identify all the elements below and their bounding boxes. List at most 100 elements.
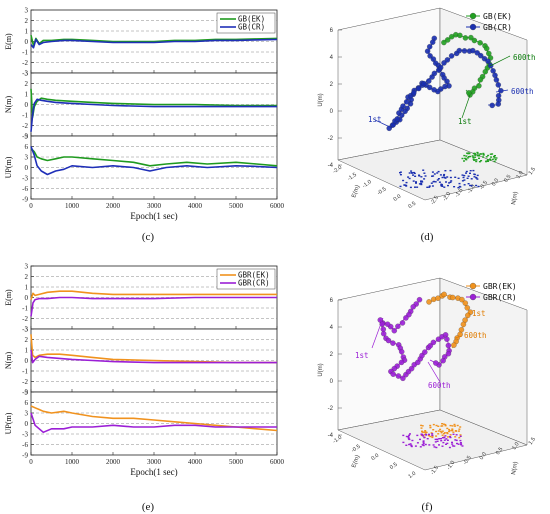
floor-projection-point [485, 160, 488, 162]
scatter-point [459, 296, 465, 303]
scatter-point [445, 350, 452, 357]
floor-projection-point [436, 172, 439, 174]
y-tick-label: -1 [22, 48, 28, 56]
floor-projection-point [426, 438, 429, 440]
z-tick-label: 4 [330, 325, 334, 331]
y-tick-label: 1 [25, 90, 29, 98]
x-tick-label: -2.0 [332, 165, 343, 175]
x-tick-label: 4000 [188, 202, 203, 210]
floor-projection-point [422, 444, 425, 447]
legend-marker [469, 23, 477, 31]
scatter-point [390, 340, 396, 346]
y-tick-label: -9 [22, 451, 28, 459]
floor-projection-point [443, 432, 446, 435]
floor-projection-point [489, 158, 492, 160]
scatter-point [435, 295, 441, 301]
floor-projection-point [491, 153, 494, 155]
floor-projection-point [475, 160, 478, 163]
floor-projection-point [423, 178, 426, 180]
scatter-point [421, 80, 427, 87]
floor-projection-point [434, 181, 437, 183]
floor-projection-point [422, 442, 425, 444]
floor-projection-point [493, 160, 496, 163]
y-tick-label: 9 [25, 132, 29, 140]
scatter-point [461, 48, 468, 54]
floor-projection-point [407, 437, 410, 439]
scatter-point [396, 110, 402, 116]
x-tick-label: 0 [29, 458, 33, 466]
series-line-GB(EK) [30, 147, 278, 167]
floor-projection-point [465, 155, 468, 157]
floor-projection-point [423, 431, 426, 433]
scatter-point [430, 339, 437, 346]
floor-projection-point [443, 439, 446, 441]
floor-projection-point [469, 155, 472, 158]
x-tick-label: -0.5 [350, 444, 361, 454]
scatter-point [431, 70, 438, 77]
scatter-point [384, 321, 391, 327]
floor-projection-point [409, 443, 412, 445]
y-axis-label: N(m) [4, 96, 13, 114]
scatter-point [442, 83, 448, 90]
floor-projection-point [399, 185, 402, 188]
scatter-point [462, 35, 469, 41]
floor-projection-point [485, 156, 488, 158]
y-tick-label: 2 [25, 273, 29, 281]
scatter-point [445, 342, 452, 349]
floor-projection-point [473, 159, 476, 161]
floor-projection-point [471, 155, 474, 157]
y-tick-label: 1.5 [528, 166, 537, 176]
scatter-point [424, 48, 431, 54]
scatter-point [444, 37, 451, 43]
floor-projection-point [410, 445, 413, 447]
annotation-label: 600th [511, 87, 534, 96]
floor-projection-point [436, 179, 439, 181]
floor-projection-point [434, 441, 437, 443]
y-tick-label: 1 [25, 27, 29, 35]
floor-projection-point [446, 432, 449, 434]
annotation-label: 600th [428, 381, 451, 390]
floor-projection-point [438, 438, 441, 440]
floor-projection-point [428, 185, 431, 187]
y-tick-label: -0.5 [479, 180, 489, 191]
y-tick-label: 1 [25, 283, 29, 291]
floor-projection-point [432, 429, 435, 431]
floor-projection-point [482, 156, 484, 158]
floor-projection-point [418, 174, 420, 176]
x-tick-label: -1.0 [332, 435, 343, 445]
z-tick-label: 0 [330, 379, 334, 385]
floor-projection-point [443, 173, 446, 176]
floor-projection-point [472, 152, 475, 155]
floor-projection-point [473, 176, 476, 178]
y-tick-label: 0 [25, 294, 29, 302]
floor-projection-point [482, 152, 485, 155]
floor-projection-point [470, 178, 473, 180]
scatter-point [400, 103, 406, 109]
scatter-point [403, 315, 409, 321]
y-axis-label: N(m) [511, 191, 519, 205]
floor-projection-point [416, 442, 419, 444]
floor-projection-point [448, 446, 451, 449]
floor-projection-point [459, 442, 462, 444]
annotation-arrow [495, 89, 509, 93]
floor-projection-point [438, 181, 441, 183]
floor-projection-point [451, 425, 454, 427]
floor-projection-point [402, 434, 405, 437]
floor-projection-point [423, 433, 426, 436]
series-line-GBR(CR) [30, 412, 277, 434]
scatter-point [444, 57, 451, 63]
floor-projection-point [468, 156, 470, 158]
legend-label: GBR(CR) [483, 293, 517, 302]
x-tick-label: -0.5 [376, 186, 387, 196]
scatter-point [440, 357, 446, 364]
scatter-point [451, 342, 457, 348]
scatter-point [394, 116, 401, 122]
floor-projection-point [453, 423, 456, 426]
x-tick-label: 1000 [65, 202, 80, 210]
floor-projection-point [440, 440, 443, 442]
floor-projection-point [465, 170, 468, 173]
floor-projection-point [473, 173, 476, 176]
scatter-point [426, 78, 432, 84]
floor-projection-point [435, 435, 438, 437]
floor-projection-point [440, 438, 442, 440]
